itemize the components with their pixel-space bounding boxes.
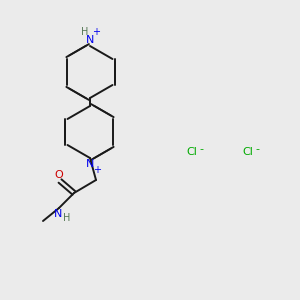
Text: N: N xyxy=(86,35,94,45)
Text: N: N xyxy=(54,209,62,219)
Text: H: H xyxy=(81,27,89,37)
Text: -: - xyxy=(255,144,259,154)
Text: Cl: Cl xyxy=(242,147,253,157)
Text: +: + xyxy=(92,27,100,37)
Text: H: H xyxy=(63,213,71,223)
Text: O: O xyxy=(55,170,63,180)
Text: Cl: Cl xyxy=(186,147,197,157)
Text: +: + xyxy=(93,165,101,175)
Text: N: N xyxy=(86,159,94,169)
Text: -: - xyxy=(199,144,203,154)
